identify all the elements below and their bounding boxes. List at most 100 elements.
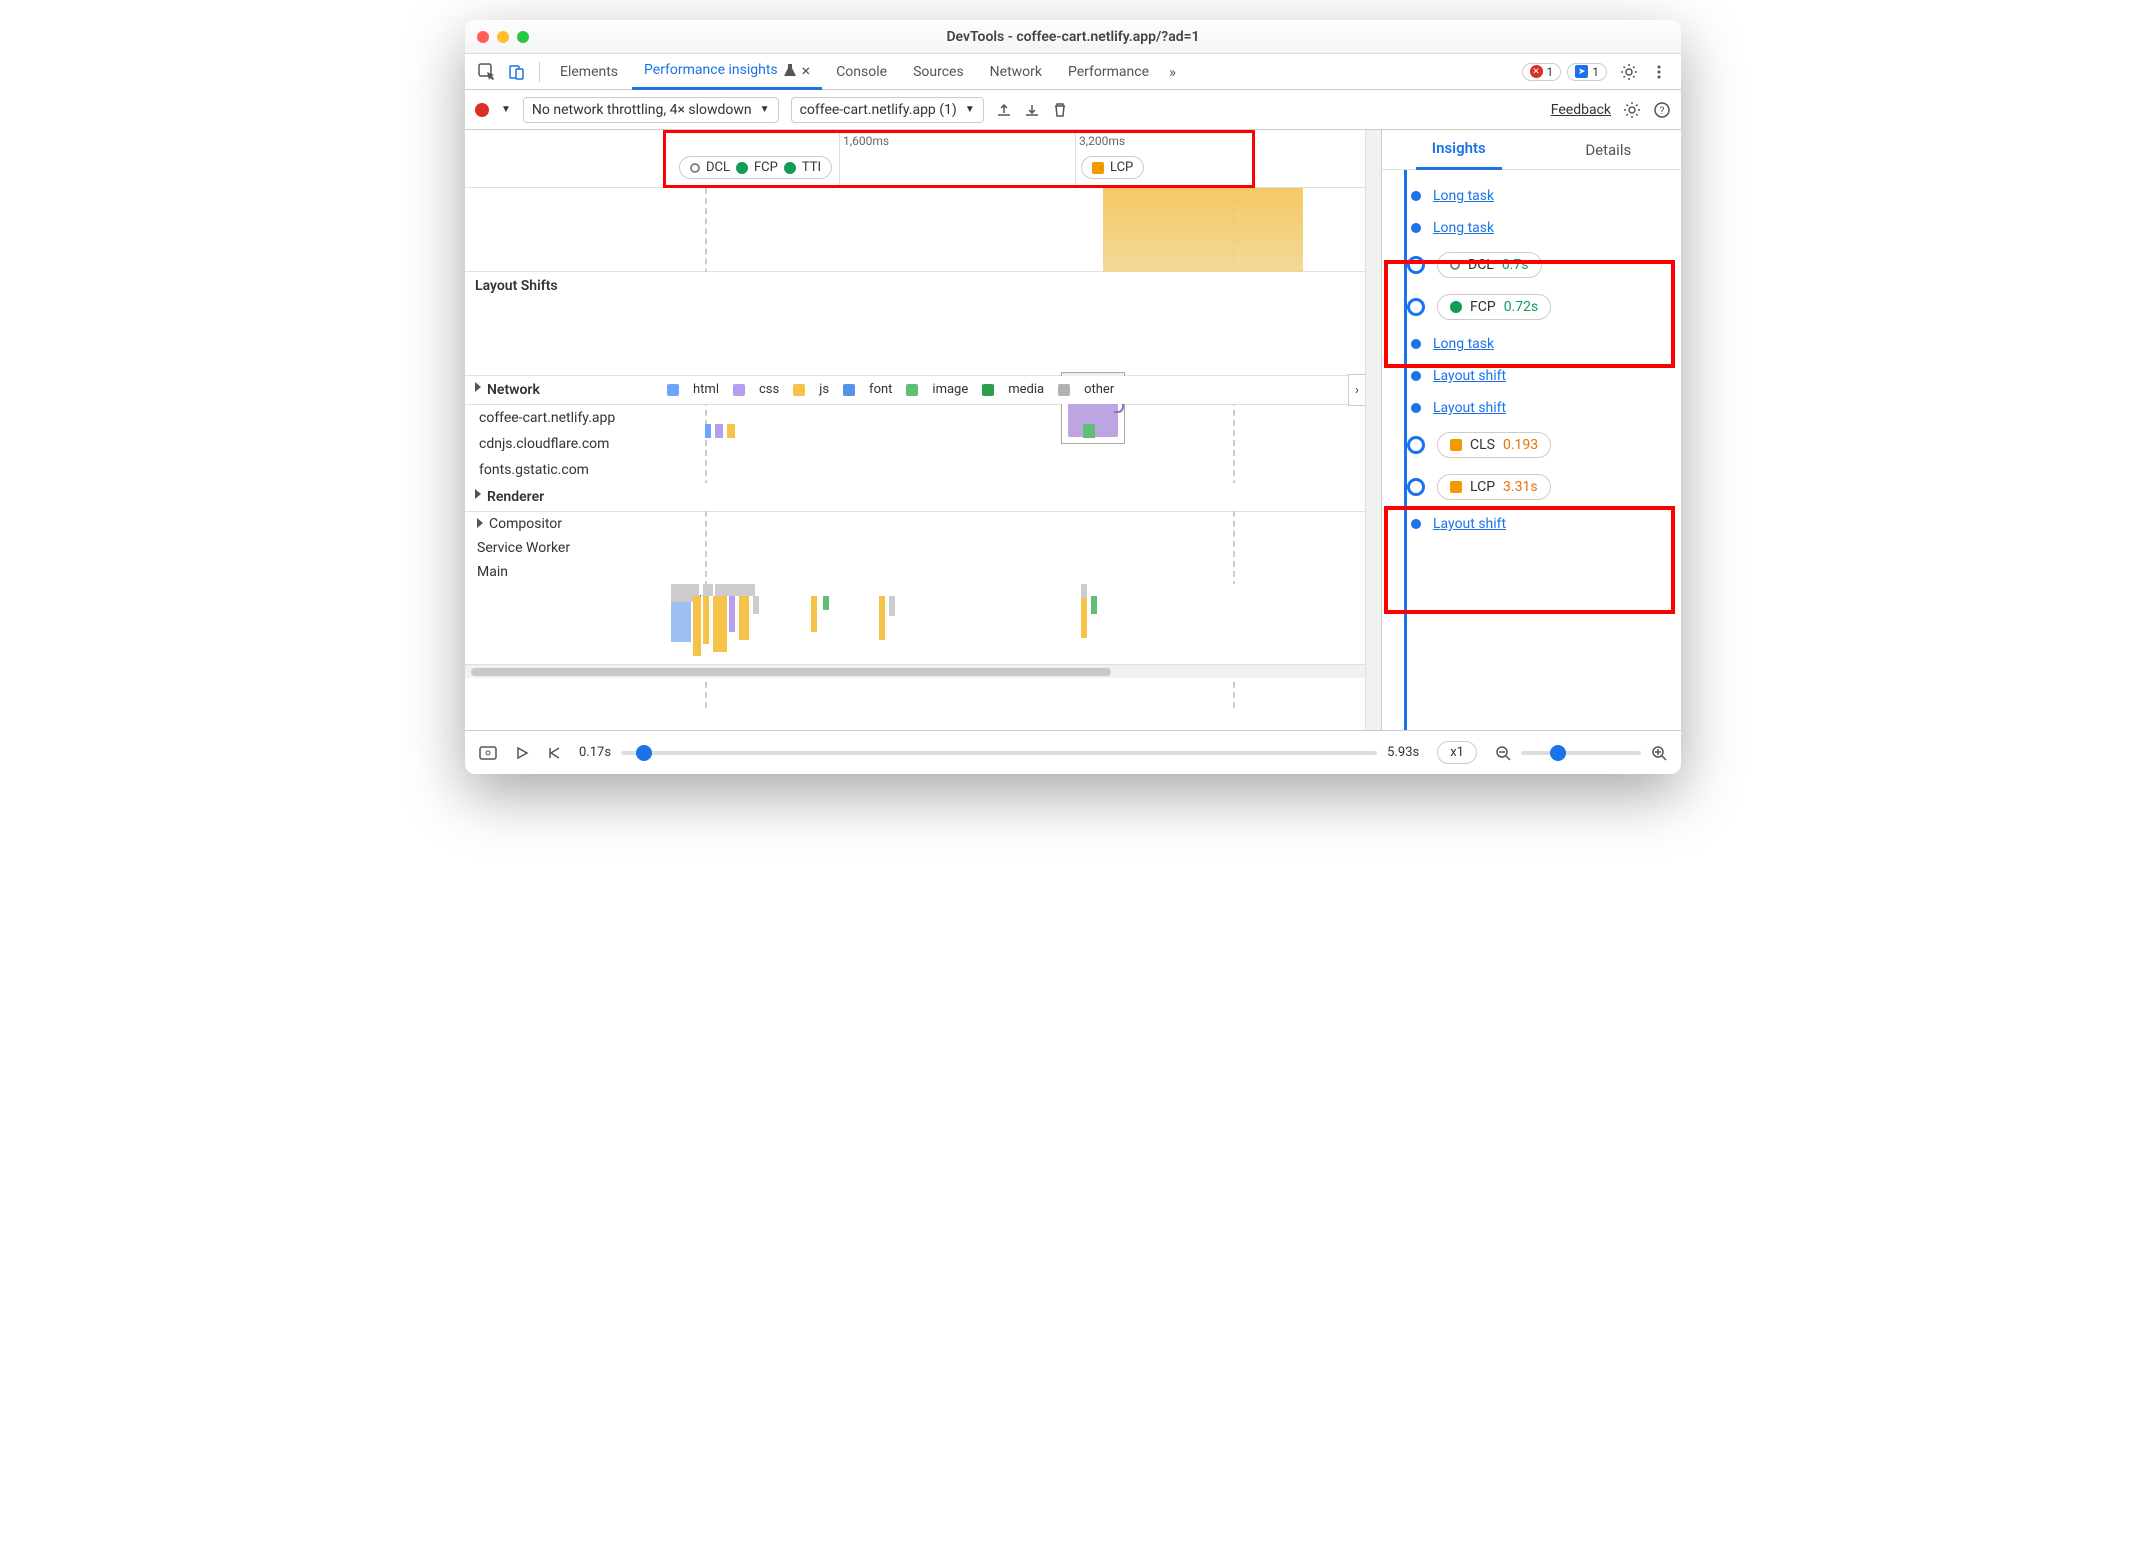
- renderer-label[interactable]: Renderer: [465, 483, 663, 511]
- caret-down-icon: ▼: [760, 104, 770, 115]
- renderer-row[interactable]: Compositor: [465, 512, 1365, 536]
- flame-bar[interactable]: [823, 596, 829, 610]
- source-select[interactable]: coffee-cart.netlify.app (1)▼: [791, 97, 984, 123]
- close-window-icon[interactable]: [477, 31, 489, 43]
- network-block[interactable]: [715, 424, 723, 438]
- metric-pill[interactable]: LCP3.31s: [1437, 474, 1551, 500]
- insight-link[interactable]: Long task: [1433, 188, 1494, 204]
- flame-bar[interactable]: [693, 596, 701, 656]
- settings-icon[interactable]: [1615, 58, 1643, 86]
- feedback-link[interactable]: Feedback: [1551, 102, 1611, 118]
- timeline-ruler[interactable]: 1,600ms3,200msDCLFCPTTILCP: [663, 130, 1365, 187]
- insight-row[interactable]: Layout shift: [1394, 508, 1681, 540]
- kebab-menu-icon[interactable]: [1645, 58, 1673, 86]
- playback-speed[interactable]: x1: [1437, 741, 1477, 764]
- rewind-icon[interactable]: [547, 746, 561, 760]
- network-row[interactable]: fonts.gstatic.com: [465, 457, 1365, 483]
- insight-link[interactable]: Layout shift: [1433, 516, 1506, 532]
- insight-link[interactable]: Long task: [1433, 336, 1494, 352]
- flame-bar[interactable]: [671, 602, 691, 642]
- flame-bar[interactable]: [879, 596, 885, 640]
- metric-pill[interactable]: CLS0.193: [1437, 432, 1551, 458]
- renderer-row[interactable]: Service Worker: [465, 536, 1365, 560]
- flame-bar[interactable]: [739, 596, 749, 640]
- tab-sources[interactable]: Sources: [901, 54, 976, 90]
- network-host: coffee-cart.netlify.app: [465, 410, 663, 426]
- flame-bar[interactable]: [889, 596, 895, 616]
- upload-icon[interactable]: [996, 102, 1012, 118]
- tab-elements[interactable]: Elements: [548, 54, 630, 90]
- tab-console[interactable]: Console: [824, 54, 899, 90]
- more-tabs-icon[interactable]: »: [1163, 63, 1182, 81]
- throttle-select[interactable]: No network throttling, 4× slowdown▼: [523, 97, 779, 123]
- flame-bar[interactable]: [703, 596, 709, 644]
- insight-row[interactable]: Layout shift: [1394, 360, 1681, 392]
- insight-row[interactable]: Long task: [1394, 328, 1681, 360]
- flame-bar[interactable]: [1091, 596, 1097, 614]
- titlebar: DevTools - coffee-cart.netlify.app/?ad=1: [465, 20, 1681, 54]
- metric-pill[interactable]: DCL0.7s: [1437, 252, 1542, 278]
- metric-pill[interactable]: LCP: [1081, 156, 1144, 179]
- preview-icon[interactable]: [479, 746, 497, 760]
- help-icon[interactable]: ?: [1653, 101, 1671, 119]
- network-block[interactable]: [705, 424, 711, 438]
- metric-pill[interactable]: FCP0.72s: [1437, 294, 1551, 320]
- record-dropdown-icon[interactable]: ▼: [501, 104, 511, 115]
- flame-bar[interactable]: [1081, 598, 1087, 638]
- window-title: DevTools - coffee-cart.netlify.app/?ad=1: [465, 29, 1681, 45]
- metric-value: 0.72s: [1504, 299, 1539, 315]
- message-badge[interactable]: ➤1: [1567, 63, 1607, 81]
- panel-settings-icon[interactable]: [1623, 101, 1641, 119]
- network-block[interactable]: [1083, 424, 1095, 438]
- minimize-window-icon[interactable]: [497, 31, 509, 43]
- vertical-scrollbar[interactable]: [1365, 130, 1381, 730]
- insight-link[interactable]: Long task: [1433, 220, 1494, 236]
- play-icon[interactable]: [515, 746, 529, 760]
- tab-performance[interactable]: Performance: [1056, 54, 1161, 90]
- message-count: 1: [1592, 65, 1599, 79]
- record-button[interactable]: [475, 103, 489, 117]
- flame-bar[interactable]: [729, 596, 735, 632]
- flame-bar[interactable]: [753, 596, 759, 614]
- device-toggle-icon[interactable]: [503, 58, 531, 86]
- insight-row[interactable]: DCL0.7s: [1394, 244, 1681, 286]
- flame-bar[interactable]: [1081, 584, 1087, 598]
- insight-link[interactable]: Layout shift: [1433, 368, 1506, 384]
- inspect-icon[interactable]: [473, 58, 501, 86]
- zoom-in-icon[interactable]: [1651, 745, 1667, 761]
- download-icon[interactable]: [1024, 102, 1040, 118]
- insight-row[interactable]: FCP0.72s: [1394, 286, 1681, 328]
- error-badge[interactable]: ✕1: [1522, 63, 1562, 81]
- metric-pill[interactable]: DCLFCPTTI: [679, 156, 832, 179]
- flame-bar[interactable]: [811, 596, 817, 632]
- renderer-row[interactable]: Main: [465, 560, 1365, 584]
- close-tab-icon[interactable]: ×: [802, 61, 811, 80]
- time-range-slider[interactable]: 0.17s 5.93s: [579, 745, 1419, 760]
- flame-bar[interactable]: [713, 596, 727, 652]
- insight-row[interactable]: Long task: [1394, 180, 1681, 212]
- insight-row[interactable]: Layout shift: [1394, 392, 1681, 424]
- tab-details[interactable]: Details: [1569, 130, 1647, 170]
- zoom-out-icon[interactable]: [1495, 745, 1511, 761]
- insight-row[interactable]: Long task: [1394, 212, 1681, 244]
- network-block[interactable]: [727, 424, 735, 438]
- flame-chart[interactable]: ...: [663, 584, 1365, 664]
- insight-link[interactable]: Layout shift: [1433, 400, 1506, 416]
- zoom-window-icon[interactable]: [517, 31, 529, 43]
- flame-bar[interactable]: [703, 584, 713, 596]
- network-row[interactable]: coffee-cart.netlify.app: [465, 405, 1365, 431]
- expand-panel-icon[interactable]: ›: [1348, 374, 1365, 406]
- tab-insights[interactable]: Insights: [1416, 130, 1502, 170]
- flame-bar[interactable]: [715, 584, 755, 596]
- zoom-slider[interactable]: [1521, 751, 1641, 755]
- slider-knob[interactable]: [636, 745, 652, 761]
- delete-icon[interactable]: [1052, 102, 1068, 118]
- tab-network[interactable]: Network: [978, 54, 1054, 90]
- insight-row[interactable]: LCP3.31s: [1394, 466, 1681, 508]
- horizontal-scrollbar[interactable]: [465, 664, 1365, 678]
- timeline-node-icon: [1411, 191, 1421, 201]
- network-label[interactable]: Network: [465, 376, 663, 404]
- tab-performance-insights[interactable]: Performance insights ×: [632, 54, 822, 90]
- network-row[interactable]: cdnjs.cloudflare.com: [465, 431, 1365, 457]
- insight-row[interactable]: CLS0.193: [1394, 424, 1681, 466]
